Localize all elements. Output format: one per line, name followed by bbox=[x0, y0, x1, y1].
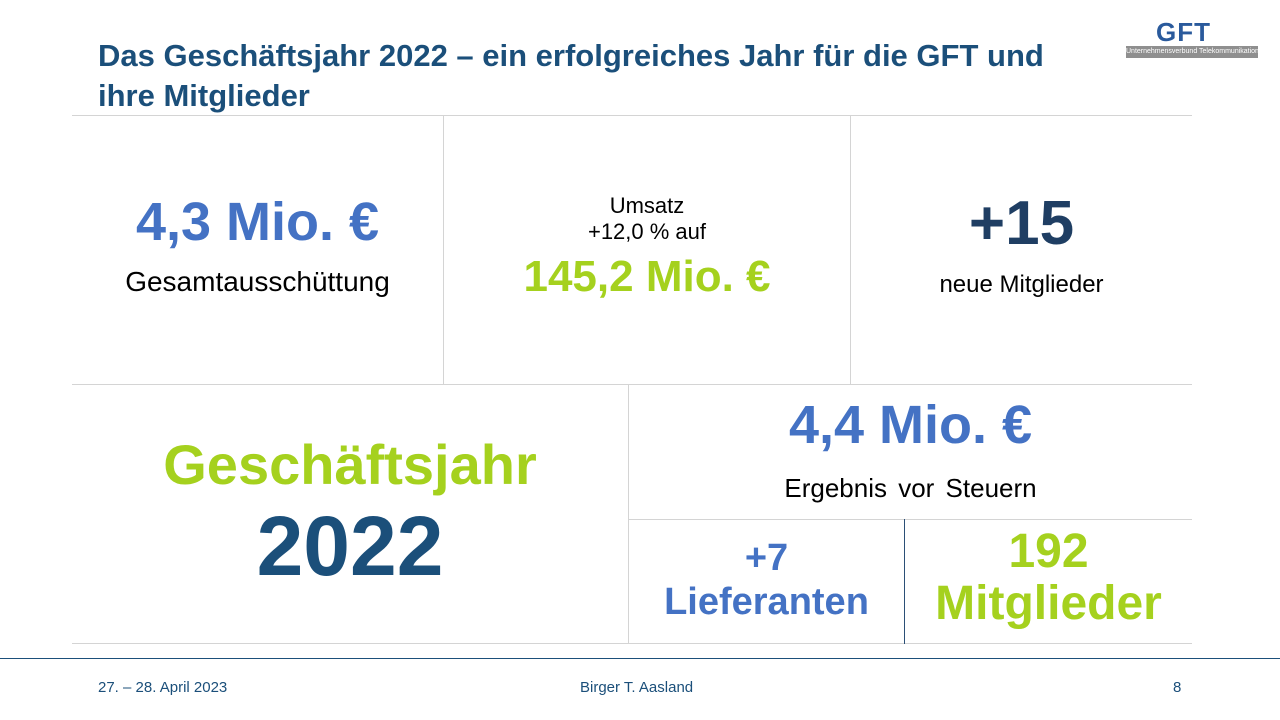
payout-label: Gesamtausschüttung bbox=[125, 266, 390, 297]
grid-line-middle bbox=[72, 384, 1192, 385]
suppliers-label: Lieferanten bbox=[664, 581, 869, 623]
fiscal-year-label: Geschäftsjahr bbox=[163, 433, 537, 496]
members-value: 192 bbox=[1008, 525, 1089, 578]
grid-divider-1 bbox=[443, 115, 444, 385]
gft-logo: GFT Unternehmensverbund Telekommunikatio… bbox=[1126, 18, 1258, 58]
grid-line-lower-right bbox=[628, 519, 1192, 520]
page-number: 8 bbox=[1173, 679, 1182, 696]
new-members-value: +15 bbox=[968, 189, 1075, 258]
earnings-label: Ergebnis vor Steuern bbox=[784, 473, 1037, 503]
grid-divider-4 bbox=[904, 519, 905, 644]
new-members-label: neue Mitglieder bbox=[939, 271, 1104, 298]
footer-divider bbox=[0, 658, 1280, 659]
earnings-box: 4,4 Mio. € Ergebnis vor Steuern bbox=[629, 394, 1192, 504]
revenue-line-1: Umsatz bbox=[609, 193, 685, 218]
grid-divider-2 bbox=[850, 115, 851, 385]
grid-line-bottom bbox=[72, 643, 1192, 644]
slide-title: Das Geschäftsjahr 2022 – ein erfolgreich… bbox=[98, 38, 1044, 113]
grid-line-top bbox=[72, 115, 1192, 116]
logo-wordmark: GFT bbox=[1156, 17, 1211, 47]
fiscal-year-number: 2022 bbox=[256, 499, 444, 593]
revenue-box: Umsatz +12,0 % auf 145,2 Mio. € bbox=[444, 193, 850, 305]
members-label: Mitglieder bbox=[935, 577, 1162, 630]
suppliers-value: +7 bbox=[744, 537, 789, 579]
footer-date: 27. – 28. April 2023 bbox=[98, 679, 228, 696]
members-box: 192 Mitglieder bbox=[905, 526, 1192, 630]
revenue-line-2: +12,0 % auf bbox=[587, 219, 707, 244]
new-members-box: +15 neue Mitglieder bbox=[851, 188, 1192, 300]
grid-divider-3 bbox=[628, 384, 629, 644]
footer-presenter: Birger T. Aasland bbox=[580, 679, 694, 696]
payout-box: 4,3 Mio. € Gesamtausschüttung bbox=[72, 190, 443, 300]
payout-value: 4,3 Mio. € bbox=[135, 192, 380, 252]
suppliers-box: +7 Lieferanten bbox=[629, 536, 904, 624]
fiscal-year-box: Geschäftsjahr 2022 bbox=[72, 432, 628, 594]
earnings-value: 4,4 Mio. € bbox=[788, 395, 1033, 455]
logo-tagline: Unternehmensverbund Telekommunikation bbox=[1126, 46, 1258, 58]
revenue-value: 145,2 Mio. € bbox=[523, 252, 771, 301]
